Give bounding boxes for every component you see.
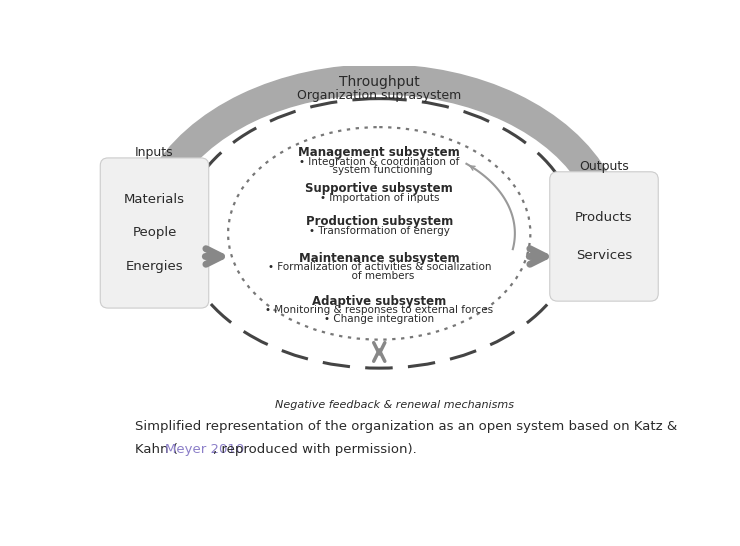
Text: • Monitoring & responses to external forces: • Monitoring & responses to external for… [265, 305, 494, 316]
Text: Production subsystem: Production subsystem [306, 215, 453, 228]
Text: Simplified representation of the organization as an open system based on Katz &: Simplified representation of the organiz… [135, 420, 677, 433]
Text: Negative feedback & renewal mechanisms: Negative feedback & renewal mechanisms [275, 400, 514, 411]
Text: • Integration & coordination of: • Integration & coordination of [299, 157, 460, 167]
Text: Organization suprasystem: Organization suprasystem [297, 88, 461, 102]
Text: of members: of members [345, 271, 414, 281]
Text: Adaptive subsystem: Adaptive subsystem [312, 295, 446, 307]
Text: People: People [132, 227, 177, 240]
Text: Throughput: Throughput [339, 75, 420, 89]
Text: Products: Products [575, 211, 633, 224]
Text: Inputs: Inputs [135, 146, 174, 159]
Text: Supportive subsystem: Supportive subsystem [306, 182, 453, 195]
Text: system functioning: system functioning [326, 165, 433, 175]
Text: Management subsystem: Management subsystem [298, 146, 460, 159]
Text: Outputs: Outputs [579, 161, 629, 173]
Text: Services: Services [576, 249, 632, 262]
Text: Energies: Energies [126, 260, 184, 273]
Text: • Importation of inputs: • Importation of inputs [320, 193, 439, 203]
Text: • Change integration: • Change integration [324, 314, 434, 324]
FancyBboxPatch shape [550, 172, 659, 301]
Text: , reproduced with permission).: , reproduced with permission). [212, 443, 417, 456]
Text: • Formalization of activities & socialization: • Formalization of activities & socializ… [267, 262, 491, 272]
Text: Meyer 2010: Meyer 2010 [164, 443, 243, 456]
Text: Maintenance subsystem: Maintenance subsystem [299, 252, 460, 264]
Text: Materials: Materials [124, 193, 185, 206]
Text: • Transformation of energy: • Transformation of energy [309, 226, 450, 236]
Text: Kahn (: Kahn ( [135, 443, 178, 456]
FancyBboxPatch shape [100, 158, 209, 308]
